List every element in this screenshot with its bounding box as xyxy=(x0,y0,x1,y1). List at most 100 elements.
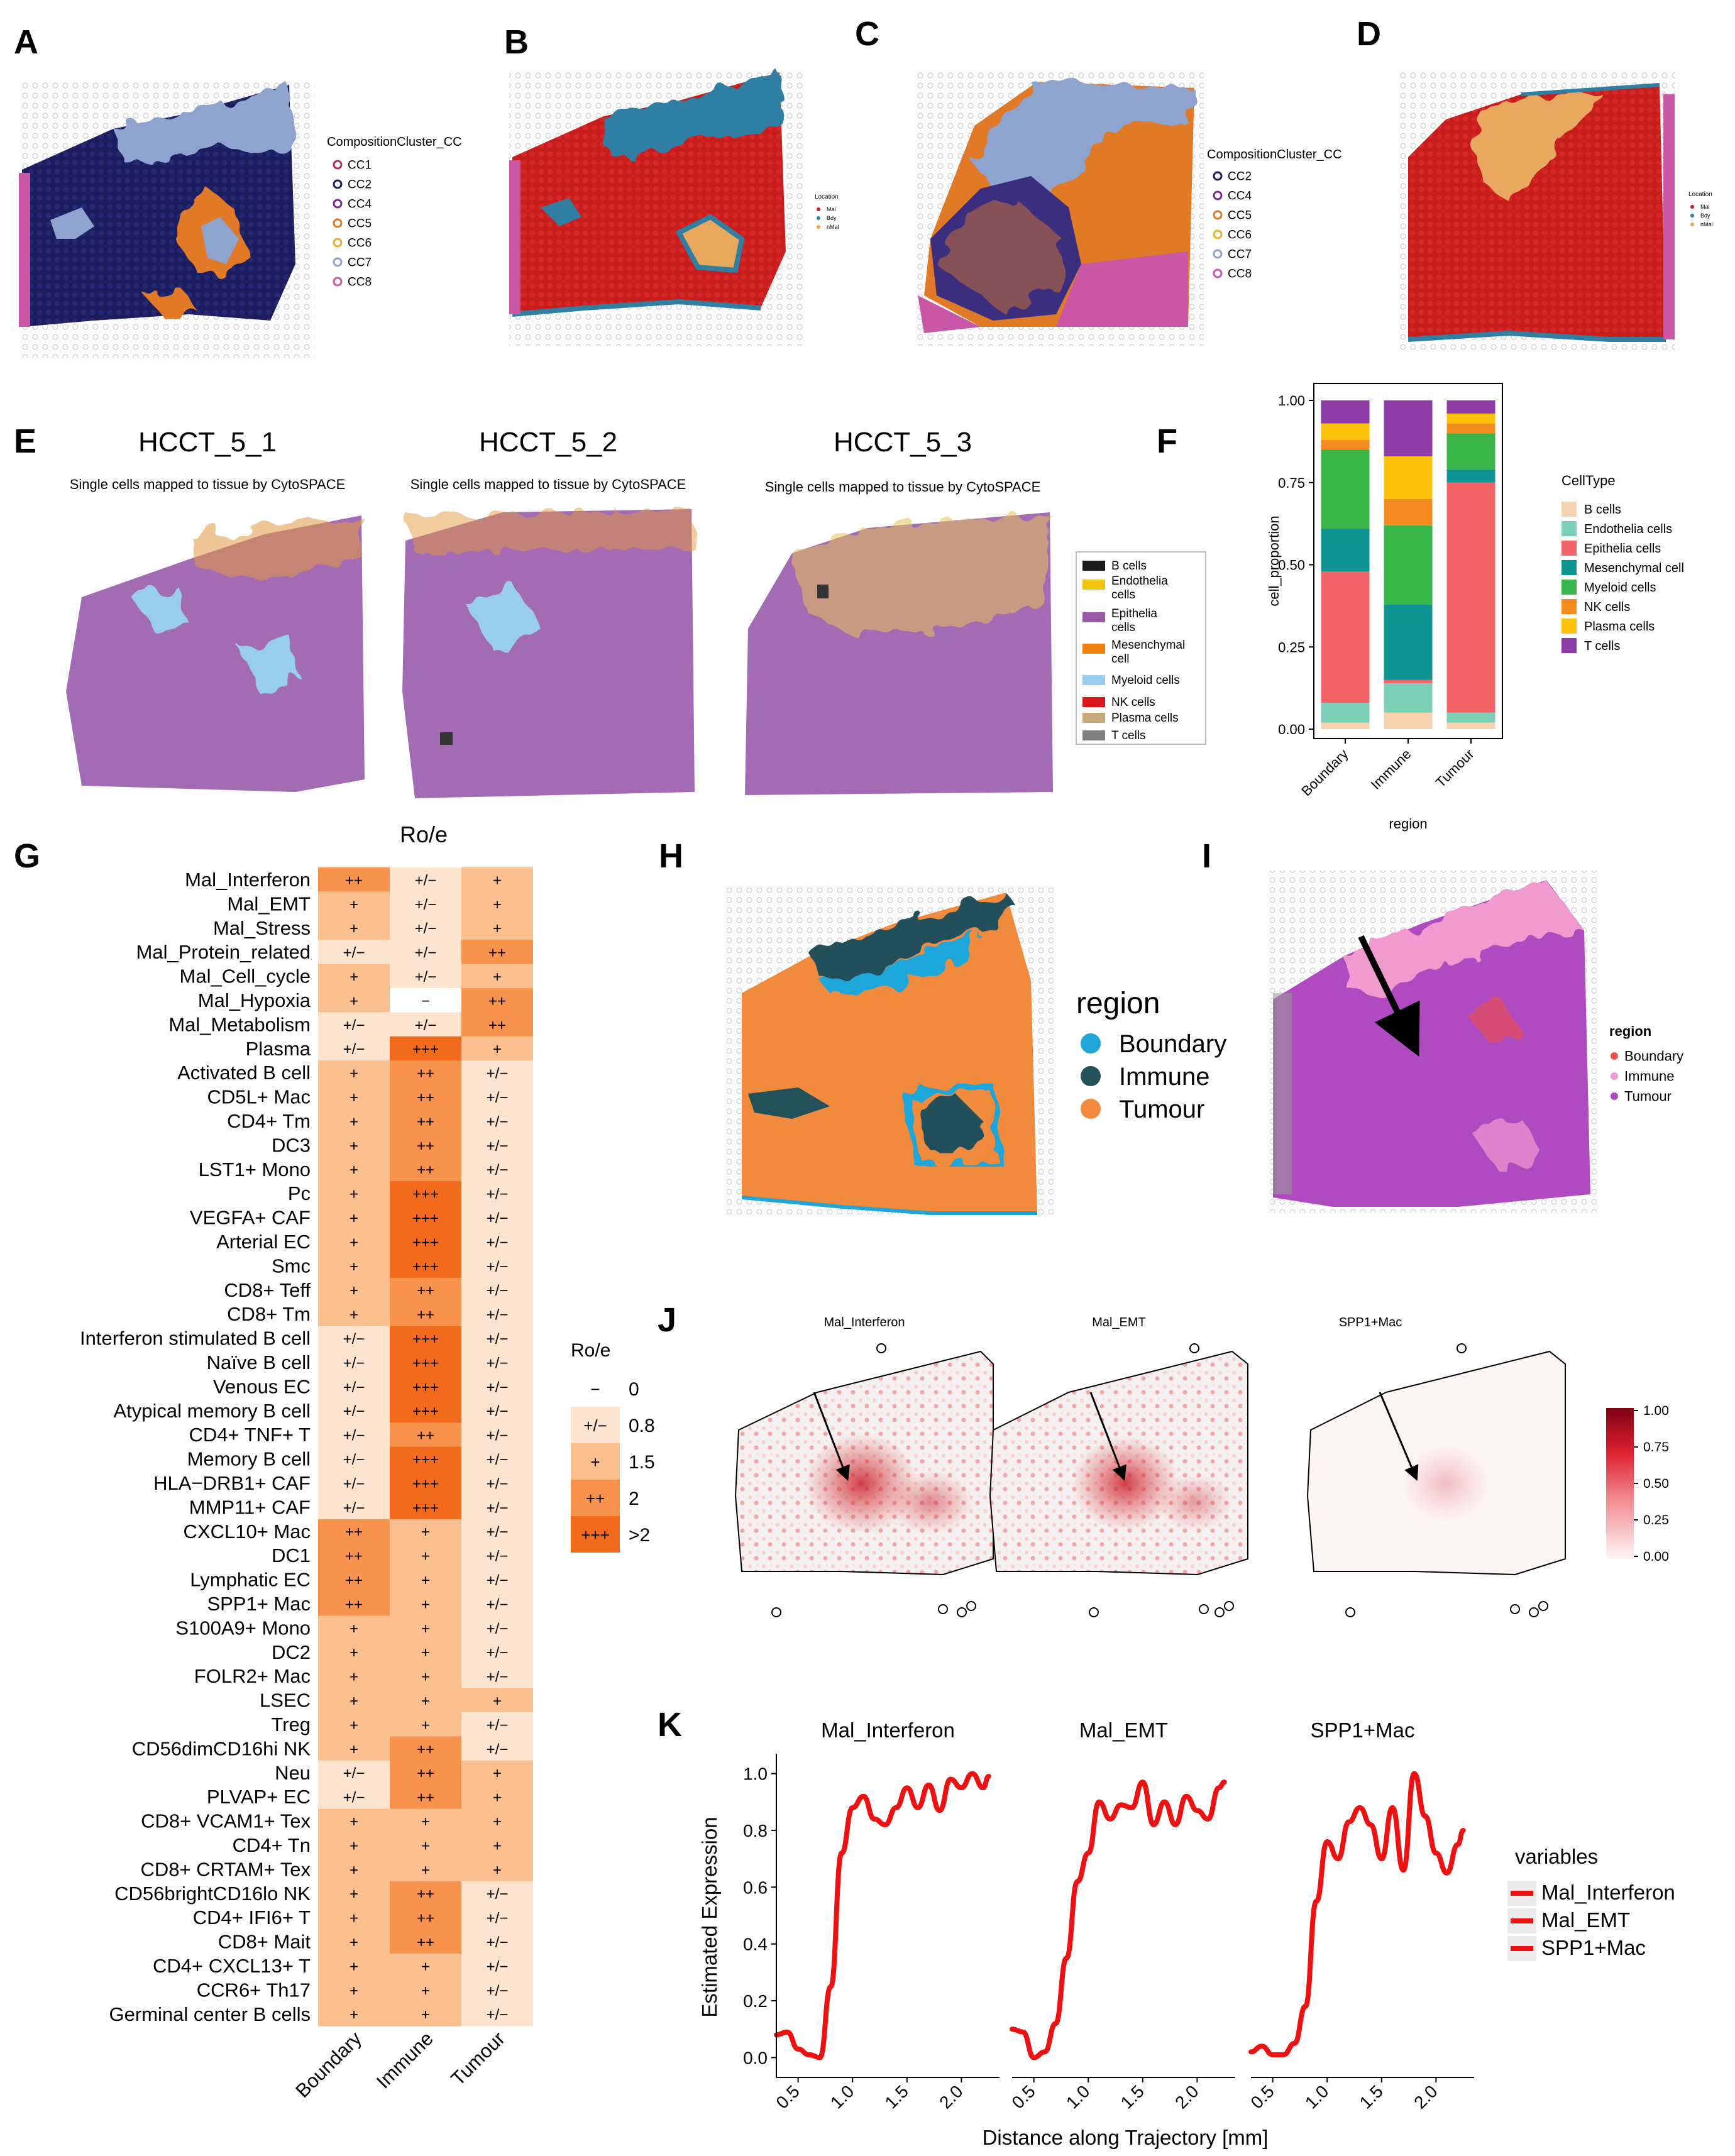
panel-g-cell-label: ++ xyxy=(417,1138,434,1155)
panel-g-cell xyxy=(318,940,390,965)
panel-g-cell xyxy=(461,1954,533,1978)
panel-g-cell-label: +/− xyxy=(487,1958,509,1975)
panel-g-row-label: Atypical memory B cell xyxy=(113,1400,311,1422)
panel-a-legend-key xyxy=(333,179,343,189)
panel-g-row-label: S100A9+ Mono xyxy=(175,1617,311,1639)
panel-g-cell-label: +/− xyxy=(487,1331,509,1348)
panel-g-cell-label: +++ xyxy=(412,1331,439,1348)
panel-g-cell-label: +++ xyxy=(412,1451,439,1468)
panel-c-legend: CompositionCluster_CC CC2 CC4 CC5 CC6 CC7 CC8 xyxy=(1207,148,1342,281)
panel-g-cell-label: +/− xyxy=(487,2006,509,2023)
panel-g-cell xyxy=(390,1543,461,1568)
panel-a-legend-title: CompositionCluster_CC xyxy=(327,135,462,149)
panel-g-cell xyxy=(461,1857,533,1882)
panel-g-cell-label: +/− xyxy=(487,1234,509,1251)
panel-g-cell xyxy=(318,1060,390,1086)
panel-g-cell xyxy=(318,1785,390,1810)
panel-f-legend-label: Myeloid cells xyxy=(1584,581,1656,595)
panel-k-series-line xyxy=(774,1771,991,2060)
panel-c-legend-label: CC6 xyxy=(1228,229,1252,242)
panel-g-cell-label: +/− xyxy=(415,1017,437,1034)
panel-g-cell-label: +++ xyxy=(412,1500,439,1517)
panel-g-cell xyxy=(318,1857,390,1882)
panel-g-cell xyxy=(390,1712,461,1737)
panel-g-cell xyxy=(461,1519,533,1544)
panel-g-cell-label: +/− xyxy=(343,1790,365,1807)
panel-g-cell xyxy=(390,1519,461,1544)
panel-e-map1-subtitle: Single cells mapped to tissue by CytoSPA… xyxy=(70,476,346,492)
panel-g-cell-label: +++ xyxy=(412,1186,439,1203)
panel-g-cell-label: + xyxy=(421,1693,430,1710)
panel-g-row-label: Mal_Interferon xyxy=(185,869,311,891)
panel-g-cell xyxy=(390,1471,461,1495)
panel-k-legend-label: SPP1+Mac xyxy=(1541,1936,1646,1959)
panel-g-legend-symbol: +++ xyxy=(581,1526,610,1544)
panel-e-maps: HCCT_5_1 Single cells mapped to tissue b… xyxy=(66,427,1053,798)
panel-k-xtick-label: 2.0 xyxy=(1171,2081,1202,2112)
panel-g-cell-label: + xyxy=(421,1669,430,1686)
panel-g-cell xyxy=(461,1833,533,1857)
panel-g-cell-label: + xyxy=(421,1548,430,1565)
panel-g-cell xyxy=(318,988,390,1013)
panel-g-cell xyxy=(390,940,461,965)
panel-g-row-label: DC2 xyxy=(272,1641,311,1663)
panel-g-cell xyxy=(318,1471,390,1495)
panel-h-legend-label: Tumour xyxy=(1119,1096,1204,1123)
panel-f-bar-segment xyxy=(1446,482,1495,713)
panel-g-cell xyxy=(461,1929,533,1954)
panel-g-legend-key xyxy=(571,1407,620,1443)
panel-f-legend-label: Mesenchymal cell xyxy=(1584,561,1684,575)
panel-g-cell-label: +/− xyxy=(487,1644,509,1661)
panel-g-cell-label: + xyxy=(421,1572,430,1589)
panel-b-spatial-map xyxy=(509,69,805,346)
panel-g-cell-label: +/− xyxy=(487,1258,509,1275)
panel-g-cell-label: ++ xyxy=(345,1572,363,1589)
panel-e-map3-subtitle: Single cells mapped to tissue by CytoSPA… xyxy=(765,479,1041,495)
panel-g-col-label: Boundary xyxy=(291,2027,366,2102)
panel-i-legend-label: Tumour xyxy=(1624,1089,1672,1104)
panel-g-cell-label: +/− xyxy=(487,1934,509,1951)
panel-g-row-label: Interferon stimulated B cell xyxy=(80,1328,311,1350)
panel-f-ylabel: cell_proportion xyxy=(1266,515,1282,606)
panel-g-cell xyxy=(461,1229,533,1254)
panel-f-xtick-label: Boundary xyxy=(1298,746,1351,799)
panel-g-cell xyxy=(390,1253,461,1279)
panel-g-cell-label: + xyxy=(350,1886,358,1903)
panel-g-cell-label: + xyxy=(350,1644,358,1661)
panel-k-ytick-label: 0.8 xyxy=(743,1821,768,1840)
panel-f-bar-segment xyxy=(1446,433,1495,470)
panel-g-cell xyxy=(318,867,390,892)
panel-g-cell xyxy=(390,1785,461,1810)
panel-g-cell-label: ++ xyxy=(417,1886,434,1903)
panel-g-cell xyxy=(318,1181,390,1206)
panel-g-cell-label: +/− xyxy=(343,1451,365,1468)
panel-g-cell-label: ++ xyxy=(345,1524,363,1541)
panel-g-cell xyxy=(461,1157,533,1182)
panel-g-cell xyxy=(318,1446,390,1471)
panel-g-cell-label: +/− xyxy=(343,1331,365,1348)
panel-g-cell-label: ++ xyxy=(488,993,506,1009)
panel-d-legend-key xyxy=(1690,205,1694,209)
panel-g-cell-label: ++ xyxy=(417,1282,434,1299)
panel-k-facet-title: SPP1+Mac xyxy=(1311,1719,1415,1742)
panel-g-cell xyxy=(390,891,461,916)
panel-f-bar-segment xyxy=(1321,571,1370,703)
panel-g-cell-label: + xyxy=(350,1089,358,1106)
panel-g-row-label: LST1+ Mono xyxy=(199,1158,311,1180)
panel-g-legend-value: 2 xyxy=(629,1488,639,1509)
panel-f-bar-segment xyxy=(1321,439,1370,450)
panel-e-legend-label: Endothelia cells xyxy=(1111,575,1168,602)
panel-g-cell-label: +/− xyxy=(487,1886,509,1903)
panel-d-legend: Location Mal Bdy nMal xyxy=(1688,191,1713,228)
panel-g-cell xyxy=(318,1543,390,1568)
panel-f-legend-key xyxy=(1562,502,1577,517)
panel-g-cell xyxy=(461,988,533,1013)
panel-f-ytick-label: 1.00 xyxy=(1278,393,1305,409)
panel-g-legend-symbol: ++ xyxy=(586,1489,605,1508)
panel-g-cell-label: +/− xyxy=(487,1572,509,1589)
panel-e-legend-key xyxy=(1082,644,1105,654)
panel-e-legend-key xyxy=(1082,697,1105,707)
panel-g-cell xyxy=(390,988,461,1013)
panel-g-cell-label: +/− xyxy=(343,1041,365,1058)
panel-g-cell xyxy=(390,1084,461,1109)
